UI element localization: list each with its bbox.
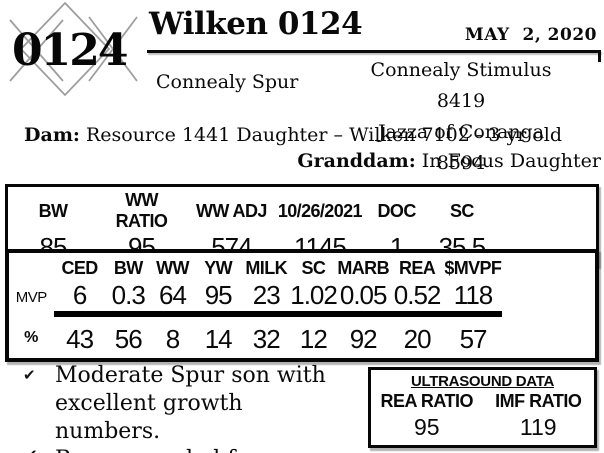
column-header: BW xyxy=(113,257,143,278)
column-header: MILK xyxy=(245,257,287,278)
ultrasound-title: ULTRASOUND DATA xyxy=(411,373,554,390)
table-cell: 1.02 xyxy=(290,280,337,317)
table-cell: 57 xyxy=(459,323,488,354)
table-cell: 0.52 xyxy=(389,280,445,317)
epd-percent-row: % 43 56 8 14 32 12 92 20 57 xyxy=(9,314,595,358)
column-header: CED xyxy=(61,257,98,278)
column-header: DOC xyxy=(377,200,417,221)
table-cell: 12 xyxy=(299,323,328,354)
title-divider-tick xyxy=(598,50,601,62)
page-title: Wilken 0124 xyxy=(149,6,363,42)
column-header: IMF RATIO xyxy=(495,391,582,411)
table-cell: 95 xyxy=(194,280,243,317)
ultrasound-column: REA RATIO 95 xyxy=(371,391,483,445)
table-cell: 8 xyxy=(165,323,180,354)
table-cell: 56 xyxy=(114,323,143,354)
granddam-line: Granddam: In Focus Daughter xyxy=(0,150,604,172)
sire-name: Connealy Spur xyxy=(156,71,299,93)
table-cell: 92 xyxy=(349,323,378,354)
column-header: SC xyxy=(449,200,474,221)
sire-pedigree: Connealy Stimulus 8419 Jazza of Conanga … xyxy=(352,55,570,179)
table-cell: 20 xyxy=(403,323,432,354)
column-header: WW xyxy=(156,257,189,278)
cattle-brand-icon: 0124 xyxy=(2,0,144,110)
note-text: Moderate Spur son with excellent growth … xyxy=(55,363,326,444)
table-cell: 32 xyxy=(252,323,281,354)
row-label: MVP xyxy=(15,288,48,306)
column-header: BW xyxy=(38,200,68,221)
title-divider xyxy=(147,50,601,53)
ultrasound-value: 119 xyxy=(519,414,557,440)
column-header: MARB xyxy=(337,257,389,278)
list-item: ✔ Moderate Spur son with excellent growt… xyxy=(23,362,358,446)
notes-list: ✔ Moderate Spur son with excellent growt… xyxy=(23,362,358,453)
granddam-label: Granddam: xyxy=(297,150,416,172)
column-header: SC xyxy=(301,257,326,278)
tag-number: 0124 xyxy=(12,25,127,76)
ultrasound-value: 95 xyxy=(413,414,440,440)
birth-date: MAY 2, 2020 xyxy=(464,25,597,45)
table-cell: 23 xyxy=(242,280,291,317)
check-icon: ✔ xyxy=(25,446,38,453)
table-cell: 118 xyxy=(444,280,502,317)
column-header: YW xyxy=(204,257,233,278)
table-cell: 0.3 xyxy=(105,280,151,317)
column-header: WW ADJ xyxy=(196,200,267,221)
column-header: $MVPFL xyxy=(444,257,502,278)
dam-text: Resource 1441 Daughter – Wilken 7102 - 3… xyxy=(79,124,562,146)
column-header: REA xyxy=(398,257,436,278)
table-cell: 14 xyxy=(204,323,233,354)
list-item: ✔ Recommended for cows. xyxy=(23,446,358,453)
sire-dam: Jazza of Conanga 8594 xyxy=(377,121,545,174)
performance-header-row: BW WW RATIO WW ADJ 10/26/2021 DOC SC xyxy=(8,187,596,232)
sire-sire: Connealy Stimulus 8419 xyxy=(370,59,552,112)
ultrasound-columns: REA RATIO 95 IMF RATIO 119 xyxy=(371,391,594,445)
table-cell: 43 xyxy=(66,323,94,354)
note-text: Recommended for cows. xyxy=(55,446,345,453)
row-label: % xyxy=(24,328,39,346)
granddam-text: In Focus Daughter xyxy=(415,150,601,172)
column-header: WW RATIO xyxy=(115,190,168,231)
table-cell: 6 xyxy=(53,280,106,317)
column-header: 10/26/2021 xyxy=(277,200,362,221)
dam-line: Dam: Resource 1441 Daughter – Wilken 710… xyxy=(0,124,604,146)
check-icon: ✔ xyxy=(23,366,36,384)
ultrasound-column: IMF RATIO 119 xyxy=(483,391,595,445)
epd-header-row: CED BW WW YW MILK SC MARB REA $MVPFL xyxy=(9,253,595,280)
table-cell: 0.05 xyxy=(336,280,390,317)
epd-table: CED BW WW YW MILK SC MARB REA $MVPFL MVP… xyxy=(5,249,599,362)
dam-label: Dam: xyxy=(24,124,80,146)
check-icon: ✔ xyxy=(23,446,41,453)
table-cell: 64 xyxy=(150,280,195,317)
column-header: REA RATIO xyxy=(380,391,474,411)
epd-mvp-row: MVP 6 0.3 64 95 23 1.02 0.05 0.52 118 xyxy=(9,280,595,317)
ultrasound-box: ULTRASOUND DATA REA RATIO 95 IMF RATIO 1… xyxy=(368,367,597,448)
